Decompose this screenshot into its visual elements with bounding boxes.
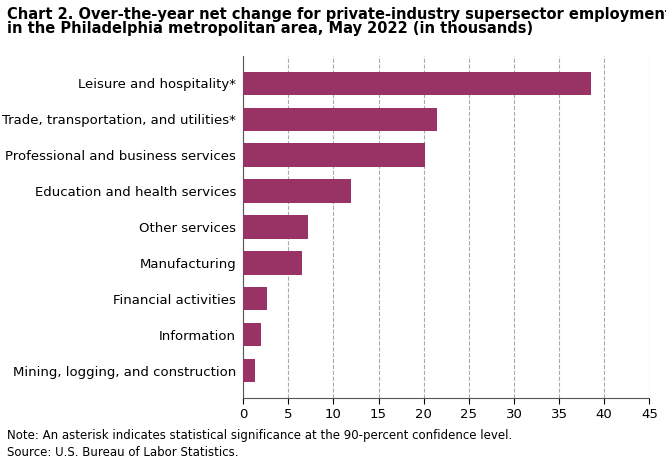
Bar [243,359,255,382]
Bar [243,179,352,203]
Bar [243,108,437,131]
Bar [243,144,426,167]
Bar [243,323,261,346]
Text: Chart 2. Over-the-year net change for private-industry supersector employment: Chart 2. Over-the-year net change for pr… [7,7,666,22]
Bar [243,251,302,275]
Text: Source: U.S. Bureau of Labor Statistics.: Source: U.S. Bureau of Labor Statistics. [7,446,238,459]
Text: Note: An asterisk indicates statistical significance at the 90-percent confidenc: Note: An asterisk indicates statistical … [7,429,512,442]
Bar [243,215,308,239]
Bar [243,72,591,95]
Text: in the Philadelphia metropolitan area, May 2022 (in thousands): in the Philadelphia metropolitan area, M… [7,21,533,36]
Bar [243,287,268,310]
